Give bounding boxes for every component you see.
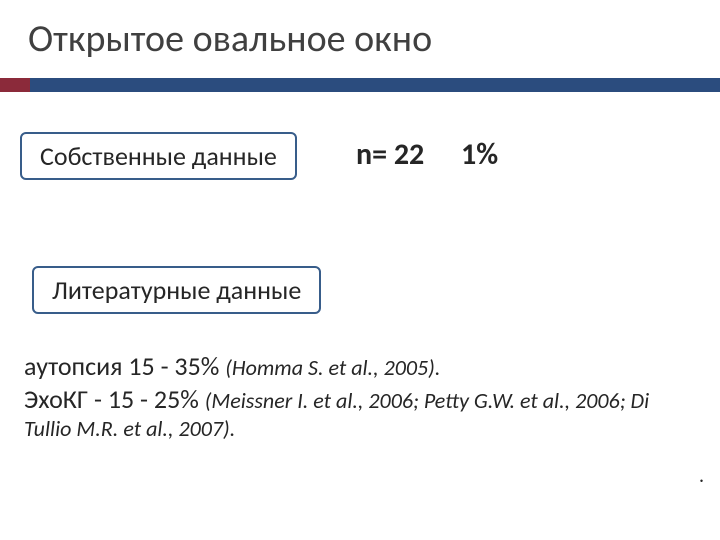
- own-data-label: Собственные данные: [40, 140, 277, 172]
- slide: Открытое овальное окно Собственные данны…: [0, 0, 720, 540]
- trailing-dot: .: [699, 464, 704, 488]
- own-data-percent: 1%: [461, 136, 498, 173]
- slide-title: Открытое овальное окно: [28, 16, 432, 62]
- literature-body: аутопсия 15 - 35% (Homma S. et al., 2005…: [24, 350, 696, 443]
- literature-line-1: аутопсия 15 - 35% (Homma S. et al., 2005…: [24, 350, 696, 383]
- own-data-stats: n= 22 1%: [356, 136, 498, 173]
- own-data-box: Собственные данные: [20, 132, 297, 180]
- own-data-n: n= 22: [356, 136, 424, 173]
- literature-line-2-main: ЭхоКГ - 15 - 25%: [24, 383, 205, 415]
- literature-line-1-main: аутопсия 15 - 35%: [24, 350, 225, 382]
- literature-line-2: ЭхоКГ - 15 - 25% (Meissner I. et al., 20…: [24, 383, 696, 443]
- literature-line-1-ref: (Homma S. et al., 2005).: [225, 354, 440, 381]
- literature-data-box: Литературные данные: [32, 266, 321, 314]
- literature-data-label: Литературные данные: [52, 274, 301, 306]
- accent-bar: [0, 78, 720, 92]
